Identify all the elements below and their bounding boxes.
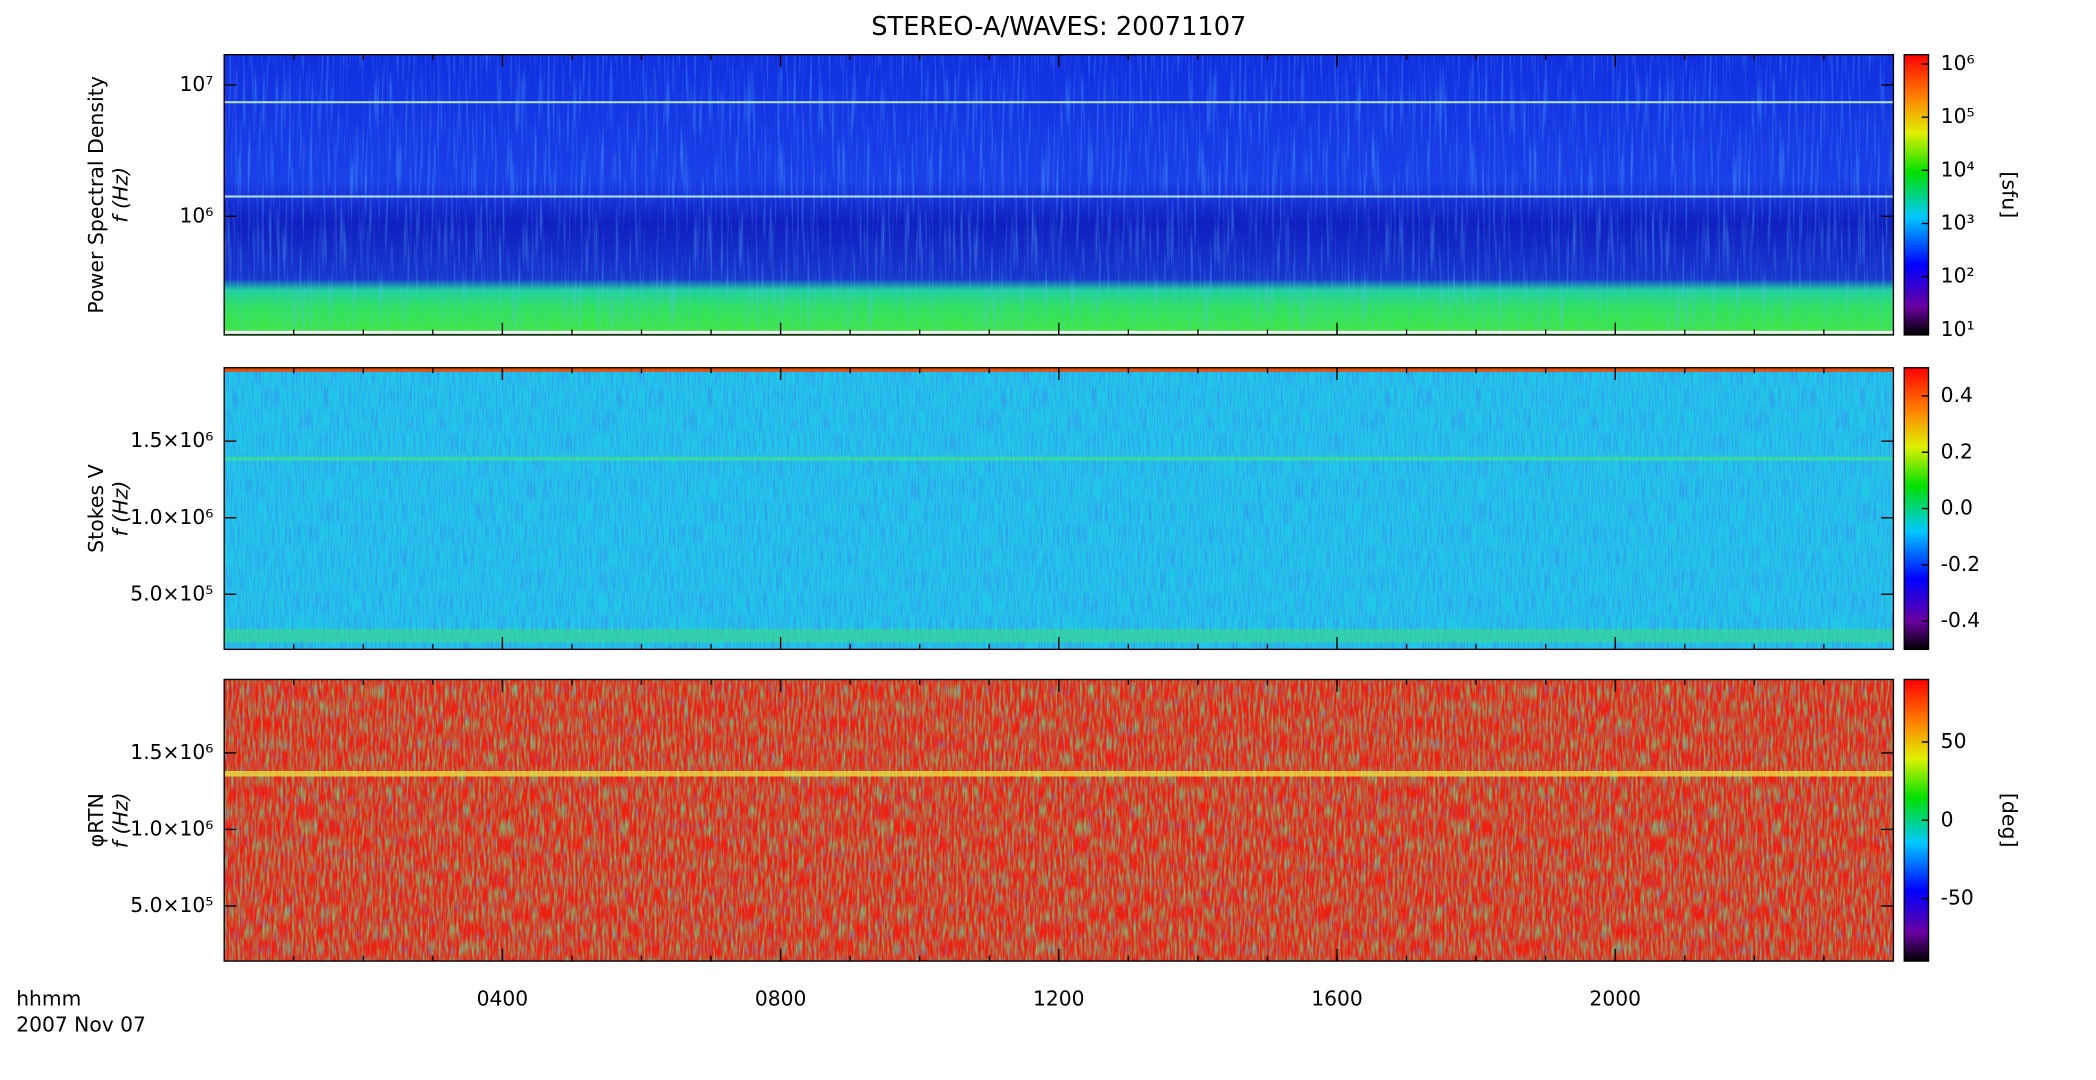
y-tick-label: 1.0×10⁶	[130, 505, 213, 529]
spectrogram-3	[224, 679, 1894, 962]
y-axis-label: Power Spectral Density	[84, 76, 108, 314]
x-tick-label: 2000	[1589, 986, 1641, 1010]
colorbar-tick-label: 10⁶	[1941, 51, 1975, 75]
colorbar-tick-label: 10⁴	[1941, 157, 1975, 181]
spectrogram-2	[224, 367, 1894, 650]
colorbar-tick-label: 10⁵	[1941, 104, 1975, 128]
colorbar	[1903, 54, 1930, 336]
y-tick-label: 1.5×10⁶	[130, 740, 213, 764]
colorbar-tick-label: 10¹	[1941, 317, 1975, 341]
y-axis-label: f (Hz)	[109, 481, 133, 537]
x-tick-label: 1600	[1311, 986, 1363, 1010]
colorbar-tick-label: 0.0	[1941, 495, 1973, 519]
y-axis-label: f (Hz)	[109, 792, 133, 848]
y-tick-label: 10⁶	[179, 203, 213, 227]
x-tick-label: 0400	[477, 986, 529, 1010]
y-axis-label: Stokes V	[84, 464, 108, 553]
x-tick-label: 0800	[755, 986, 807, 1010]
colorbar-tick-label: 0.4	[1941, 383, 1973, 407]
colorbar-tick-label: 0	[1941, 807, 1954, 831]
colorbar-tick-label: 10³	[1941, 210, 1975, 234]
y-tick-label: 5.0×10⁵	[130, 581, 213, 605]
colorbar-tick-label: -0.4	[1941, 608, 1981, 632]
y-tick-label: 10⁷	[179, 72, 213, 96]
y-axis-label: f (Hz)	[109, 167, 133, 223]
colorbar-tick-label: -50	[1941, 885, 1974, 909]
colorbar-tick-label: -0.2	[1941, 552, 1981, 576]
x-axis-date: 2007 Nov 07	[16, 1012, 146, 1036]
colorbar-tick-label: 10²	[1941, 264, 1975, 288]
y-tick-label: 1.5×10⁶	[130, 428, 213, 452]
colorbar-tick-label: 0.2	[1941, 439, 1973, 463]
x-tick-label: 1200	[1033, 986, 1085, 1010]
y-tick-label: 1.0×10⁶	[130, 816, 213, 840]
spectrogram-1	[224, 54, 1894, 335]
colorbar-label: [sfu]	[1997, 171, 2021, 218]
x-axis-label: hhmm	[16, 986, 81, 1010]
colorbar-label: [deg]	[1997, 793, 2021, 848]
y-tick-label: 5.0×10⁵	[130, 893, 213, 917]
y-axis-label: φRTN	[84, 793, 108, 847]
chart-title: STEREO-A/WAVES: 20071107	[871, 12, 1246, 42]
colorbar-tick-label: 50	[1941, 729, 1967, 753]
